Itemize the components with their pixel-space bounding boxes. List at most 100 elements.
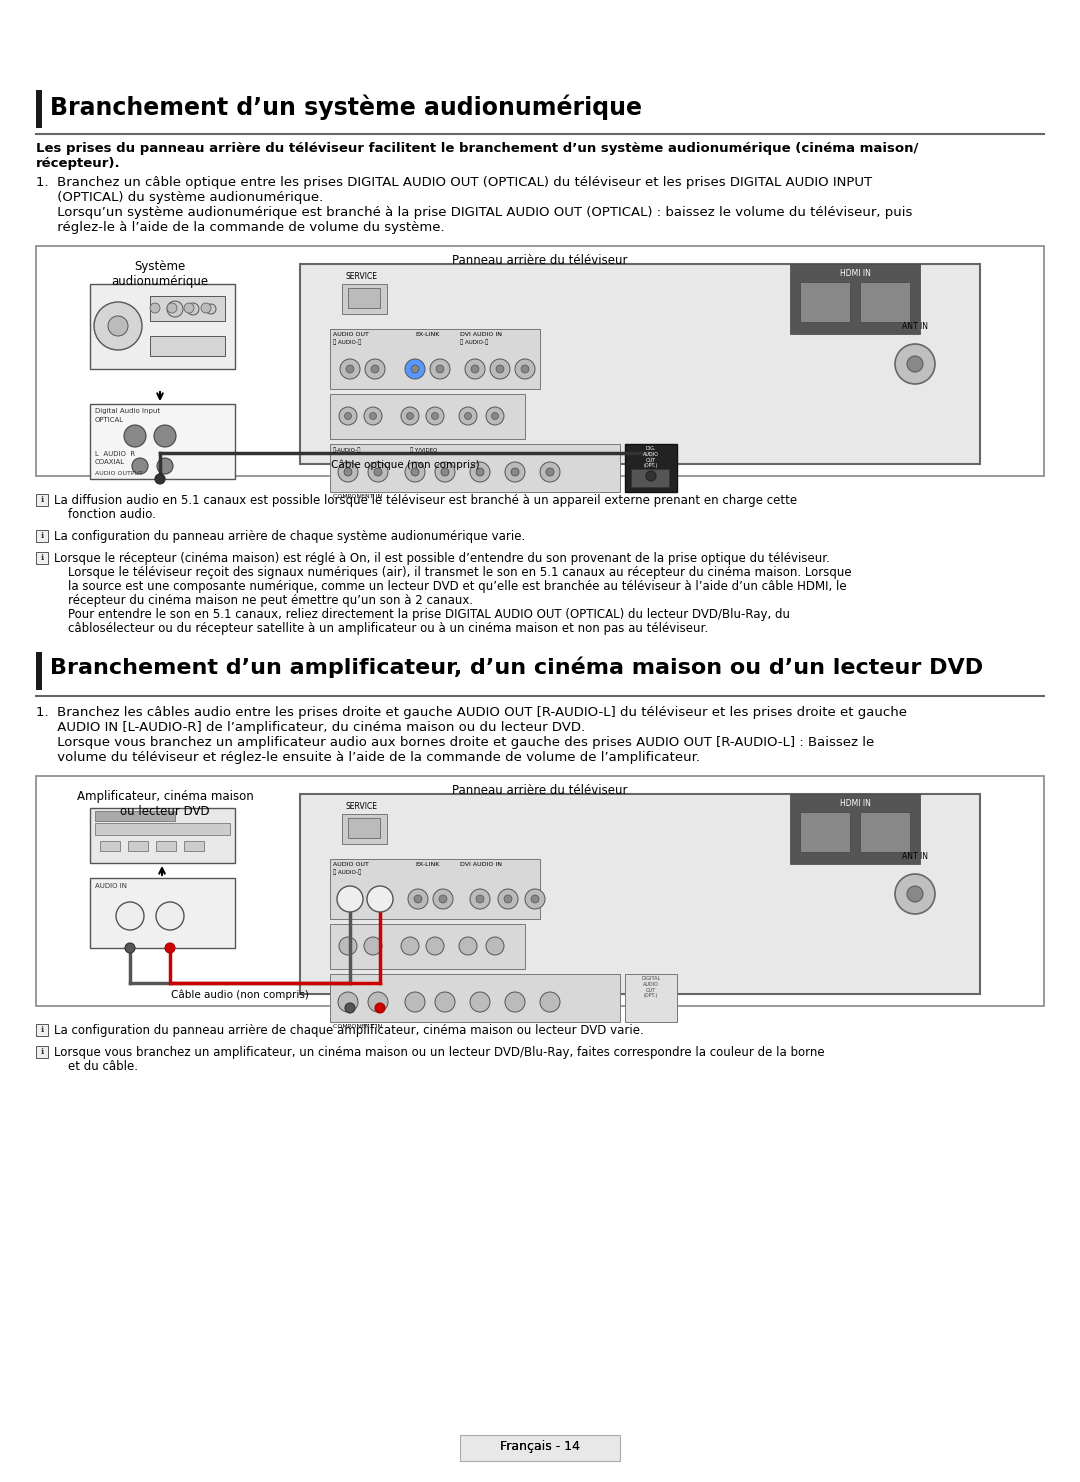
Circle shape [368,991,388,1012]
Bar [100,840,120,851]
Bar [348,288,380,308]
Text: DIG.
AUDIO
OUT
(OPT.): DIG. AUDIO OUT (OPT.) [643,446,659,468]
Bar [625,445,677,492]
Circle shape [150,302,160,313]
Circle shape [505,462,525,482]
Bar [36,531,48,542]
Text: Lorsqu’un système audionumérique est branché à la prise DIGITAL AUDIO OUT (OPTIC: Lorsqu’un système audionumérique est bra… [36,206,913,219]
Text: 1.  Branchez un câble optique entre les prises DIGITAL AUDIO OUT (OPTICAL) du té: 1. Branchez un câble optique entre les p… [36,176,873,190]
Bar [95,823,230,834]
Circle shape [108,316,129,336]
Bar [330,394,525,439]
Circle shape [405,359,426,379]
Circle shape [895,874,935,914]
Circle shape [546,468,554,476]
Text: Branchement d’un système audionumérique: Branchement d’un système audionumérique [50,93,642,120]
Text: Ⓡ Y/VIDEO: Ⓡ Y/VIDEO [410,448,437,452]
Text: ℹ: ℹ [40,1026,43,1034]
Circle shape [521,365,529,373]
Text: ANT IN: ANT IN [902,852,928,861]
Circle shape [346,365,354,373]
Circle shape [369,412,377,419]
Text: COAXIAL: COAXIAL [95,459,125,465]
Text: La configuration du panneau arrière de chaque amplificateur, cinéma maison ou le: La configuration du panneau arrière de c… [54,1024,644,1037]
Text: Les prises du panneau arrière du téléviseur facilitent le branchement d’un systè: Les prises du panneau arrière du télévis… [36,142,918,156]
Circle shape [471,365,480,373]
Text: Français - 14: Français - 14 [500,1441,580,1452]
Bar [342,285,387,314]
Circle shape [426,408,444,425]
Text: COMPONENT IN: COMPONENT IN [333,1024,382,1029]
Circle shape [339,937,357,954]
Circle shape [432,412,438,419]
Text: HDMI IN: HDMI IN [839,799,870,808]
Circle shape [164,910,176,922]
Bar [150,296,225,322]
Bar [800,812,850,852]
Text: La diffusion audio en 5.1 canaux est possible lorsque le téléviseur est branché : La diffusion audio en 5.1 canaux est pos… [54,494,797,507]
Circle shape [187,302,199,316]
Text: Lorsque le récepteur (cinéma maison) est réglé à On, il est possible d’entendre : Lorsque le récepteur (cinéma maison) est… [54,551,829,565]
Circle shape [646,471,656,482]
Text: récepteur du cinéma maison ne peut émettre qu’un son à 2 canaux.: récepteur du cinéma maison ne peut émett… [68,594,473,608]
Bar [95,811,175,821]
Bar [36,90,42,127]
Text: OPTICAL: OPTICAL [95,416,124,422]
Circle shape [408,889,428,908]
Circle shape [124,910,136,922]
Text: Branchement d’un amplificateur, d’un cinéma maison ou d’un lecteur DVD: Branchement d’un amplificateur, d’un cin… [50,657,983,677]
Text: AUDIO OUTPUT: AUDIO OUTPUT [95,471,143,476]
Text: Ⓡ AUDIO-Ⓛ: Ⓡ AUDIO-Ⓛ [333,868,361,874]
Circle shape [337,886,363,911]
Circle shape [504,895,512,903]
Circle shape [511,468,519,476]
Bar [860,812,910,852]
Text: L  AUDIO  R: L AUDIO R [95,451,135,456]
Circle shape [124,425,146,448]
Text: DIGITAL
AUDIO
OUT
(OPT.): DIGITAL AUDIO OUT (OPT.) [642,977,661,999]
Circle shape [339,408,357,425]
Circle shape [907,356,923,372]
Text: ℹ: ℹ [40,553,43,562]
Circle shape [531,895,539,903]
Text: 1.  Branchez les câbles audio entre les prises droite et gauche AUDIO OUT [R-AUD: 1. Branchez les câbles audio entre les p… [36,705,907,719]
Bar [36,652,42,691]
Circle shape [345,468,352,476]
Circle shape [459,937,477,954]
Circle shape [540,462,561,482]
Bar [184,840,204,851]
Circle shape [436,365,444,373]
Circle shape [374,468,382,476]
Text: Panneau arrière du téléviseur: Panneau arrière du téléviseur [453,253,627,267]
Bar [90,877,235,948]
Circle shape [375,1003,384,1014]
Text: Système
audionumérique: Système audionumérique [111,259,208,288]
Bar [36,551,48,565]
Circle shape [435,991,455,1012]
Text: AUDIO IN [L-AUDIO-R] de l’amplificateur, du cinéma maison ou du lecteur DVD.: AUDIO IN [L-AUDIO-R] de l’amplificateur,… [36,722,585,734]
Text: fonction audio.: fonction audio. [68,508,156,522]
Circle shape [433,889,453,908]
Bar [460,1435,620,1461]
Text: et du câble.: et du câble. [68,1060,138,1073]
Circle shape [206,304,216,314]
Circle shape [476,468,484,476]
Circle shape [338,462,357,482]
Circle shape [464,412,472,419]
Circle shape [340,359,360,379]
Circle shape [515,359,535,379]
Circle shape [470,991,490,1012]
Bar [330,860,540,919]
Circle shape [345,412,351,419]
Bar [36,246,1044,476]
Bar [631,468,669,488]
Circle shape [375,894,384,904]
Circle shape [405,991,426,1012]
Text: ℹ: ℹ [40,495,43,504]
Text: AUDIO OUT: AUDIO OUT [333,863,369,867]
Text: HDMI IN: HDMI IN [839,270,870,279]
Text: Pour entendre le son en 5.1 canaux, reliez directement la prise DIGITAL AUDIO OU: Pour entendre le son en 5.1 canaux, reli… [68,608,789,621]
Circle shape [540,991,561,1012]
Circle shape [364,408,382,425]
Circle shape [438,895,447,903]
